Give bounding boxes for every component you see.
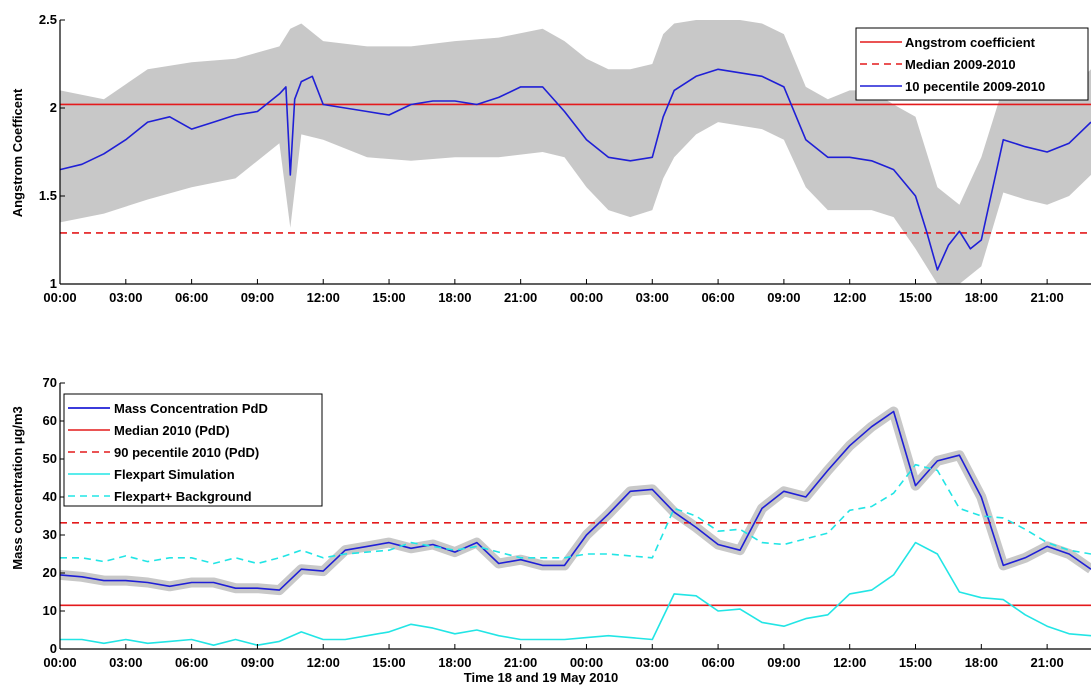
x-tick-label: 12:00 <box>307 655 340 670</box>
x-tick-label: 09:00 <box>767 655 800 670</box>
mass-reference-lines <box>60 522 1091 607</box>
y-tick-label: 60 <box>43 413 57 428</box>
legend-label: Angstrom coefficient <box>905 35 1036 50</box>
x-tick-label: 18:00 <box>965 290 998 305</box>
legend-box <box>855 27 1089 101</box>
x-tick-label: 21:00 <box>504 655 537 670</box>
legend-label: Flexpart Simulation <box>114 467 235 482</box>
y-tick-label: 50 <box>43 451 57 466</box>
x-tick-label: 03:00 <box>636 290 669 305</box>
y-tick-label: 40 <box>43 489 57 504</box>
angstrom-axes <box>59 20 1091 285</box>
y-tick-label: 30 <box>43 527 57 542</box>
x-tick-label: 15:00 <box>372 655 405 670</box>
series-line <box>59 68 1091 271</box>
x-tick-label: 15:00 <box>899 655 932 670</box>
x-tick-label: 18:00 <box>965 655 998 670</box>
x-tick-label: 09:00 <box>767 290 800 305</box>
angstrom-x-ticks: 00:00 03:00 06:00 09:00 12:00 15:00 18:00 21:00… <box>43 279 1064 305</box>
legend-label: Median 2010 (PdD) <box>114 423 230 438</box>
legend-label: 90 pecentile 2010 (PdD) <box>114 445 259 460</box>
mass-series <box>59 410 1091 647</box>
variability-band <box>60 20 1091 284</box>
x-tick-label: 06:00 <box>175 290 208 305</box>
mass-x-ticks: 00:00 03:00 06:00 09:00 12:00 15:00 18:00 21:00… <box>43 644 1064 670</box>
x-tick-label: 12:00 <box>833 290 866 305</box>
angstrom-legend: Angstrom coefficient Median 2009-2010 10… <box>855 27 1089 101</box>
x-tick-label: 03:00 <box>109 655 142 670</box>
y-tick-label: 1 <box>50 276 57 291</box>
x-tick-label: 03:00 <box>636 655 669 670</box>
angstrom-series <box>59 68 1091 271</box>
angstrom-y-ticks: 1 1.5 2 2.5 <box>39 12 65 291</box>
x-tick-label: 06:00 <box>701 290 734 305</box>
legend-box <box>63 393 323 507</box>
y-tick-label: 0 <box>50 641 57 656</box>
x-tick-label: 18:00 <box>438 290 471 305</box>
legend-label: 10 pecentile 2009-2010 <box>905 79 1045 94</box>
x-tick-label: 21:00 <box>1031 290 1064 305</box>
y-tick-label: 2 <box>50 100 57 115</box>
x-tick-label: 09:00 <box>241 290 274 305</box>
y-tick-label: 10 <box>43 603 57 618</box>
x-tick-label: 00:00 <box>43 655 76 670</box>
legend-label: Flexpart+ Background <box>114 489 252 504</box>
x-tick-label: 21:00 <box>1031 655 1064 670</box>
x-tick-label: 15:00 <box>899 290 932 305</box>
x-tick-label: 12:00 <box>307 290 340 305</box>
x-tick-label: 15:00 <box>372 290 405 305</box>
mass-y-axis-label: Mass concentration µg/m3 <box>10 406 25 570</box>
angstrom-chart: 1 1.5 2 2.5 00:00 03:00 06:00 09:00 12:00 15:00 1… <box>10 12 1091 305</box>
x-tick-label: 00:00 <box>570 655 603 670</box>
x-tick-label: 21:00 <box>504 290 537 305</box>
mass-x-axis-label: Time 18 and 19 May 2010 <box>464 670 618 685</box>
x-tick-label: 00:00 <box>43 290 76 305</box>
mass-concentration-chart: 0 10 20 30 40 50 60 70 00:00 03:00 06:00 09:00 12:0… <box>10 375 1091 685</box>
legend-label: Median 2009-2010 <box>905 57 1016 72</box>
angstrom-reference-lines <box>60 103 1091 234</box>
mass-legend: Mass Concentration PdD Median 2010 (PdD)… <box>63 393 323 507</box>
y-tick-label: 20 <box>43 565 57 580</box>
y-tick-label: 1.5 <box>39 188 57 203</box>
series-line <box>60 541 1091 647</box>
angstrom-variability-band <box>60 20 1091 284</box>
x-tick-label: 00:00 <box>570 290 603 305</box>
x-tick-label: 06:00 <box>701 655 734 670</box>
mass-axes <box>59 383 1091 650</box>
y-tick-label: 70 <box>43 375 57 390</box>
x-tick-label: 12:00 <box>833 655 866 670</box>
x-tick-label: 09:00 <box>241 655 274 670</box>
x-tick-label: 18:00 <box>438 655 471 670</box>
y-tick-label: 2.5 <box>39 12 57 27</box>
mass-y-ticks: 0 10 20 30 40 50 60 70 <box>43 375 65 656</box>
series-line <box>60 463 1091 565</box>
legend-label: Mass Concentration PdD <box>114 401 268 416</box>
angstrom-y-axis-label: Angstrom Coefficent <box>10 88 25 217</box>
x-tick-label: 03:00 <box>109 290 142 305</box>
x-tick-label: 06:00 <box>175 655 208 670</box>
series-line <box>59 410 1091 591</box>
